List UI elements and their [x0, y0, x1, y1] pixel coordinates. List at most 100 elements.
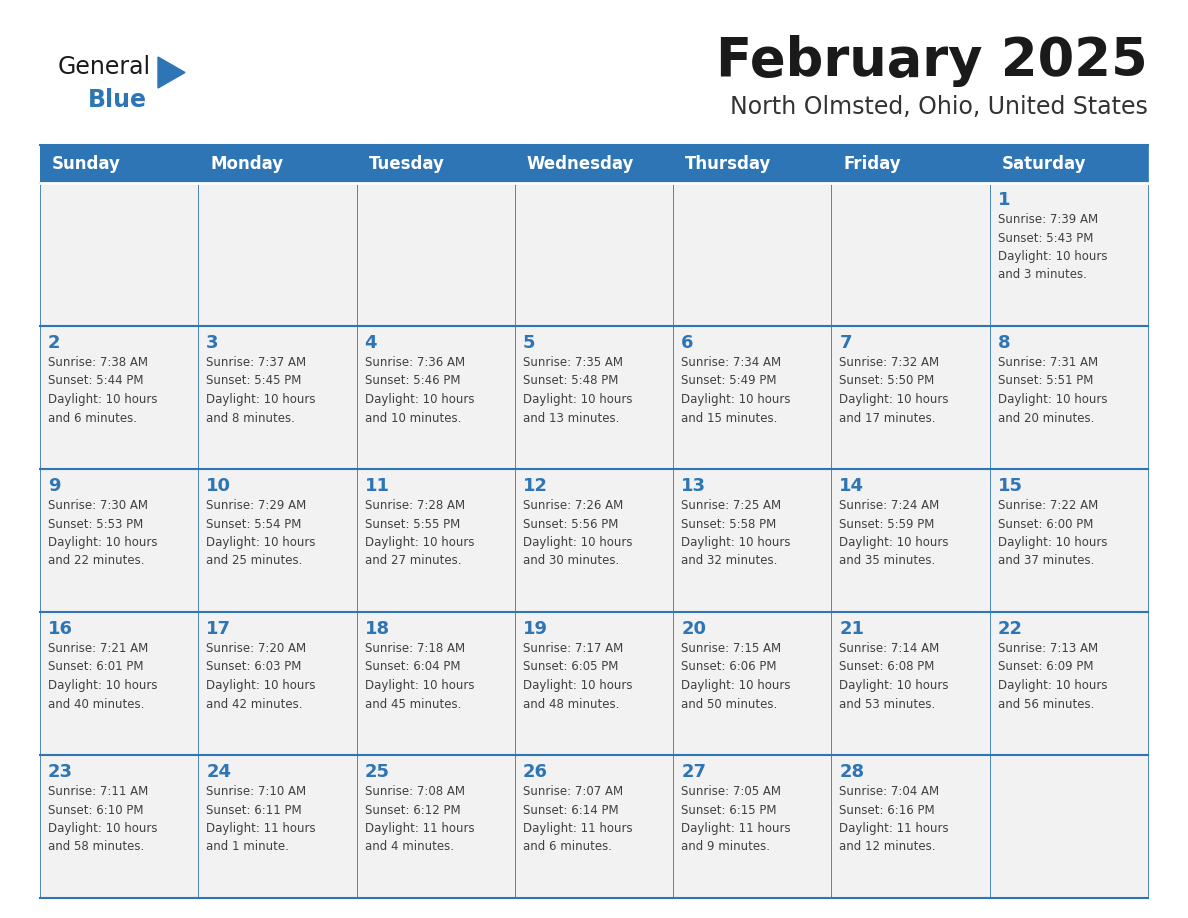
- Text: 22: 22: [998, 620, 1023, 638]
- Text: 13: 13: [681, 477, 706, 495]
- Text: Sunrise: 7:18 AM
Sunset: 6:04 PM
Daylight: 10 hours
and 45 minutes.: Sunrise: 7:18 AM Sunset: 6:04 PM Dayligh…: [365, 642, 474, 711]
- Bar: [514, 469, 674, 612]
- Bar: [198, 612, 356, 755]
- Text: Sunrise: 7:13 AM
Sunset: 6:09 PM
Daylight: 10 hours
and 56 minutes.: Sunrise: 7:13 AM Sunset: 6:09 PM Dayligh…: [998, 642, 1107, 711]
- Text: 3: 3: [207, 334, 219, 352]
- Bar: [40, 183, 198, 326]
- Bar: [356, 183, 514, 326]
- Bar: [832, 183, 990, 326]
- Bar: [198, 755, 356, 898]
- Text: Sunrise: 7:11 AM
Sunset: 6:10 PM
Daylight: 10 hours
and 58 minutes.: Sunrise: 7:11 AM Sunset: 6:10 PM Dayligh…: [48, 785, 158, 854]
- Text: 9: 9: [48, 477, 61, 495]
- Text: Wednesday: Wednesday: [526, 155, 634, 173]
- Text: Blue: Blue: [88, 88, 147, 112]
- Bar: [198, 469, 356, 612]
- Text: Sunrise: 7:05 AM
Sunset: 6:15 PM
Daylight: 11 hours
and 9 minutes.: Sunrise: 7:05 AM Sunset: 6:15 PM Dayligh…: [681, 785, 791, 854]
- Text: Sunrise: 7:07 AM
Sunset: 6:14 PM
Daylight: 11 hours
and 6 minutes.: Sunrise: 7:07 AM Sunset: 6:14 PM Dayligh…: [523, 785, 632, 854]
- Bar: [832, 326, 990, 469]
- Text: 17: 17: [207, 620, 232, 638]
- Text: Sunrise: 7:34 AM
Sunset: 5:49 PM
Daylight: 10 hours
and 15 minutes.: Sunrise: 7:34 AM Sunset: 5:49 PM Dayligh…: [681, 356, 791, 424]
- Text: Sunrise: 7:32 AM
Sunset: 5:50 PM
Daylight: 10 hours
and 17 minutes.: Sunrise: 7:32 AM Sunset: 5:50 PM Dayligh…: [840, 356, 949, 424]
- Text: Sunrise: 7:22 AM
Sunset: 6:00 PM
Daylight: 10 hours
and 37 minutes.: Sunrise: 7:22 AM Sunset: 6:00 PM Dayligh…: [998, 499, 1107, 567]
- Text: 15: 15: [998, 477, 1023, 495]
- Text: Sunrise: 7:24 AM
Sunset: 5:59 PM
Daylight: 10 hours
and 35 minutes.: Sunrise: 7:24 AM Sunset: 5:59 PM Dayligh…: [840, 499, 949, 567]
- Text: Sunrise: 7:39 AM
Sunset: 5:43 PM
Daylight: 10 hours
and 3 minutes.: Sunrise: 7:39 AM Sunset: 5:43 PM Dayligh…: [998, 213, 1107, 282]
- Bar: [514, 326, 674, 469]
- Text: 16: 16: [48, 620, 72, 638]
- Bar: [674, 612, 832, 755]
- Bar: [356, 755, 514, 898]
- Bar: [832, 469, 990, 612]
- Text: Sunrise: 7:38 AM
Sunset: 5:44 PM
Daylight: 10 hours
and 6 minutes.: Sunrise: 7:38 AM Sunset: 5:44 PM Dayligh…: [48, 356, 158, 424]
- Bar: [990, 469, 1148, 612]
- Text: Sunrise: 7:17 AM
Sunset: 6:05 PM
Daylight: 10 hours
and 48 minutes.: Sunrise: 7:17 AM Sunset: 6:05 PM Dayligh…: [523, 642, 632, 711]
- Text: 27: 27: [681, 763, 706, 781]
- Text: Sunrise: 7:31 AM
Sunset: 5:51 PM
Daylight: 10 hours
and 20 minutes.: Sunrise: 7:31 AM Sunset: 5:51 PM Dayligh…: [998, 356, 1107, 424]
- Text: 10: 10: [207, 477, 232, 495]
- Text: 14: 14: [840, 477, 865, 495]
- Text: 2: 2: [48, 334, 61, 352]
- Bar: [40, 612, 198, 755]
- Text: Sunrise: 7:08 AM
Sunset: 6:12 PM
Daylight: 11 hours
and 4 minutes.: Sunrise: 7:08 AM Sunset: 6:12 PM Dayligh…: [365, 785, 474, 854]
- Bar: [990, 183, 1148, 326]
- Bar: [40, 326, 198, 469]
- Text: Monday: Monday: [210, 155, 284, 173]
- Text: 18: 18: [365, 620, 390, 638]
- Text: 26: 26: [523, 763, 548, 781]
- Text: Sunrise: 7:25 AM
Sunset: 5:58 PM
Daylight: 10 hours
and 32 minutes.: Sunrise: 7:25 AM Sunset: 5:58 PM Dayligh…: [681, 499, 791, 567]
- Text: Sunrise: 7:04 AM
Sunset: 6:16 PM
Daylight: 11 hours
and 12 minutes.: Sunrise: 7:04 AM Sunset: 6:16 PM Dayligh…: [840, 785, 949, 854]
- Text: Sunrise: 7:10 AM
Sunset: 6:11 PM
Daylight: 11 hours
and 1 minute.: Sunrise: 7:10 AM Sunset: 6:11 PM Dayligh…: [207, 785, 316, 854]
- Text: Sunrise: 7:21 AM
Sunset: 6:01 PM
Daylight: 10 hours
and 40 minutes.: Sunrise: 7:21 AM Sunset: 6:01 PM Dayligh…: [48, 642, 158, 711]
- Bar: [990, 326, 1148, 469]
- Text: 1: 1: [998, 191, 1010, 209]
- Text: North Olmsted, Ohio, United States: North Olmsted, Ohio, United States: [731, 95, 1148, 119]
- Text: Sunrise: 7:14 AM
Sunset: 6:08 PM
Daylight: 10 hours
and 53 minutes.: Sunrise: 7:14 AM Sunset: 6:08 PM Dayligh…: [840, 642, 949, 711]
- Text: Sunrise: 7:15 AM
Sunset: 6:06 PM
Daylight: 10 hours
and 50 minutes.: Sunrise: 7:15 AM Sunset: 6:06 PM Dayligh…: [681, 642, 791, 711]
- Text: Sunrise: 7:20 AM
Sunset: 6:03 PM
Daylight: 10 hours
and 42 minutes.: Sunrise: 7:20 AM Sunset: 6:03 PM Dayligh…: [207, 642, 316, 711]
- Text: Tuesday: Tuesday: [368, 155, 444, 173]
- Bar: [514, 183, 674, 326]
- Bar: [514, 755, 674, 898]
- Text: Sunrise: 7:36 AM
Sunset: 5:46 PM
Daylight: 10 hours
and 10 minutes.: Sunrise: 7:36 AM Sunset: 5:46 PM Dayligh…: [365, 356, 474, 424]
- Bar: [40, 755, 198, 898]
- Bar: [198, 183, 356, 326]
- Text: 28: 28: [840, 763, 865, 781]
- Bar: [674, 183, 832, 326]
- Text: 25: 25: [365, 763, 390, 781]
- Bar: [40, 145, 1148, 183]
- Bar: [990, 755, 1148, 898]
- Text: 21: 21: [840, 620, 865, 638]
- Text: 19: 19: [523, 620, 548, 638]
- Text: 11: 11: [365, 477, 390, 495]
- Bar: [356, 326, 514, 469]
- Bar: [514, 612, 674, 755]
- Text: 12: 12: [523, 477, 548, 495]
- Text: February 2025: February 2025: [716, 35, 1148, 87]
- Text: Thursday: Thursday: [685, 155, 771, 173]
- Text: 5: 5: [523, 334, 536, 352]
- Bar: [832, 755, 990, 898]
- Text: Sunrise: 7:26 AM
Sunset: 5:56 PM
Daylight: 10 hours
and 30 minutes.: Sunrise: 7:26 AM Sunset: 5:56 PM Dayligh…: [523, 499, 632, 567]
- Text: 8: 8: [998, 334, 1010, 352]
- Text: 20: 20: [681, 620, 706, 638]
- Text: 7: 7: [840, 334, 852, 352]
- Text: 6: 6: [681, 334, 694, 352]
- Bar: [674, 326, 832, 469]
- Text: Sunrise: 7:37 AM
Sunset: 5:45 PM
Daylight: 10 hours
and 8 minutes.: Sunrise: 7:37 AM Sunset: 5:45 PM Dayligh…: [207, 356, 316, 424]
- Bar: [990, 612, 1148, 755]
- Bar: [356, 469, 514, 612]
- Bar: [674, 755, 832, 898]
- Text: Sunrise: 7:35 AM
Sunset: 5:48 PM
Daylight: 10 hours
and 13 minutes.: Sunrise: 7:35 AM Sunset: 5:48 PM Dayligh…: [523, 356, 632, 424]
- Text: Saturday: Saturday: [1001, 155, 1086, 173]
- Polygon shape: [158, 57, 185, 88]
- Text: Sunrise: 7:30 AM
Sunset: 5:53 PM
Daylight: 10 hours
and 22 minutes.: Sunrise: 7:30 AM Sunset: 5:53 PM Dayligh…: [48, 499, 158, 567]
- Text: 23: 23: [48, 763, 72, 781]
- Text: 4: 4: [365, 334, 377, 352]
- Bar: [832, 612, 990, 755]
- Bar: [40, 469, 198, 612]
- Text: Friday: Friday: [843, 155, 901, 173]
- Bar: [674, 469, 832, 612]
- Text: 24: 24: [207, 763, 232, 781]
- Bar: [198, 326, 356, 469]
- Text: General: General: [58, 55, 151, 79]
